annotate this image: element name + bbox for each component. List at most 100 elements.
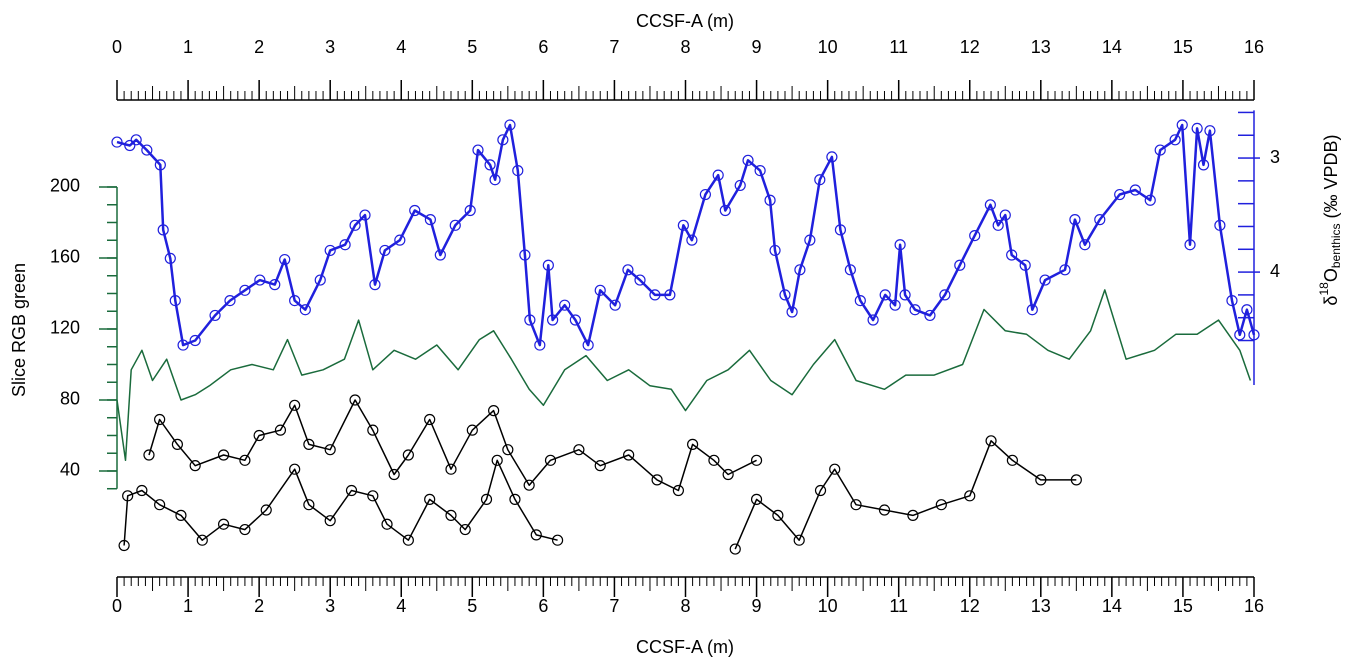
data-point — [985, 435, 997, 447]
x-tick-label: 8 — [680, 37, 690, 57]
y2-title-part: 18 — [1317, 282, 1331, 296]
data-point — [687, 438, 699, 450]
data-point — [750, 454, 763, 466]
data-point — [459, 523, 471, 536]
data-point — [1154, 144, 1166, 156]
data-point — [324, 444, 336, 456]
data-point — [118, 539, 130, 552]
data-point — [734, 179, 746, 192]
data-point — [299, 304, 311, 316]
x-tick-label: 1 — [183, 37, 193, 57]
data-point — [196, 534, 208, 546]
x-tick-label: 15 — [1173, 596, 1193, 616]
data-point — [1026, 304, 1038, 316]
data-point — [999, 209, 1011, 221]
data-point — [954, 259, 966, 271]
data-point — [1114, 188, 1126, 201]
y2-title-part: benthics — [1329, 223, 1343, 268]
x-tick-label: 13 — [1031, 596, 1051, 616]
data-point — [559, 299, 571, 311]
x-axis-title-bottom: CCSF-A (m) — [636, 637, 734, 657]
data-point — [879, 289, 891, 301]
x-tick-label: 15 — [1173, 37, 1193, 57]
data-point — [154, 413, 166, 426]
data-point — [899, 289, 911, 301]
data-point — [239, 454, 251, 466]
data-point — [504, 119, 516, 131]
data-point — [1035, 474, 1047, 486]
data-point — [260, 504, 272, 516]
x-tick-label: 4 — [396, 596, 406, 616]
data-point — [582, 339, 594, 351]
x-tick-label: 16 — [1244, 596, 1264, 616]
data-point — [814, 484, 827, 497]
series-line — [148, 399, 757, 492]
data-point — [850, 499, 862, 511]
data-point — [530, 529, 542, 541]
x-tick-label: 1 — [183, 596, 193, 616]
data-point — [434, 249, 446, 261]
data-point — [594, 460, 606, 472]
data-point — [878, 504, 891, 516]
x-tick-label: 13 — [1031, 37, 1051, 57]
data-point — [750, 493, 763, 505]
data-point — [924, 309, 936, 322]
data-point — [379, 244, 391, 257]
data-point — [122, 490, 134, 502]
data-point — [289, 399, 301, 411]
data-point — [189, 460, 201, 472]
data-point — [130, 134, 142, 146]
data-point — [844, 264, 856, 276]
data-point — [488, 405, 500, 417]
data-point — [424, 413, 436, 426]
data-point — [804, 234, 816, 246]
x-tick-label: 3 — [325, 596, 335, 616]
data-point — [1129, 184, 1141, 196]
data-point — [402, 449, 414, 461]
data-point — [345, 484, 358, 497]
data-point — [171, 438, 184, 450]
data-point — [829, 463, 841, 475]
data-point — [1169, 134, 1181, 146]
data-point — [464, 204, 476, 217]
data-point — [189, 334, 201, 347]
data-point — [779, 289, 791, 301]
data-point — [512, 164, 524, 177]
x-tick-label: 14 — [1102, 37, 1122, 57]
data-point — [814, 174, 826, 186]
data-point — [472, 144, 484, 156]
x-tick-label: 9 — [752, 596, 762, 616]
data-point — [1226, 295, 1238, 307]
x-axis-title-top: CCSF-A (m) — [636, 11, 734, 31]
data-point — [651, 474, 663, 486]
data-point — [889, 299, 901, 311]
x-tick-label: 6 — [538, 37, 548, 57]
data-point — [699, 188, 711, 201]
data-point — [136, 484, 148, 497]
data-point — [279, 253, 291, 266]
data-point — [303, 438, 315, 450]
data-point — [534, 339, 546, 351]
data-point — [672, 484, 684, 497]
data-point — [708, 454, 720, 466]
data-point — [239, 523, 251, 536]
data-point — [289, 463, 301, 475]
data-point — [164, 252, 176, 265]
x-tick-label: 2 — [254, 596, 264, 616]
x-tick-label: 3 — [325, 37, 335, 57]
data-point — [484, 159, 496, 171]
data-point — [826, 151, 838, 163]
data-point — [394, 234, 406, 246]
data-point — [324, 515, 336, 527]
data-point — [1204, 125, 1216, 137]
data-point — [154, 159, 166, 171]
data-point — [367, 490, 379, 502]
data-point — [1191, 122, 1203, 134]
data-point — [677, 219, 689, 231]
data-point — [111, 136, 123, 148]
x-tick-label: 5 — [467, 37, 477, 57]
data-point — [124, 139, 136, 152]
data-point — [992, 219, 1004, 231]
data-point — [489, 174, 501, 186]
data-point — [239, 284, 251, 296]
